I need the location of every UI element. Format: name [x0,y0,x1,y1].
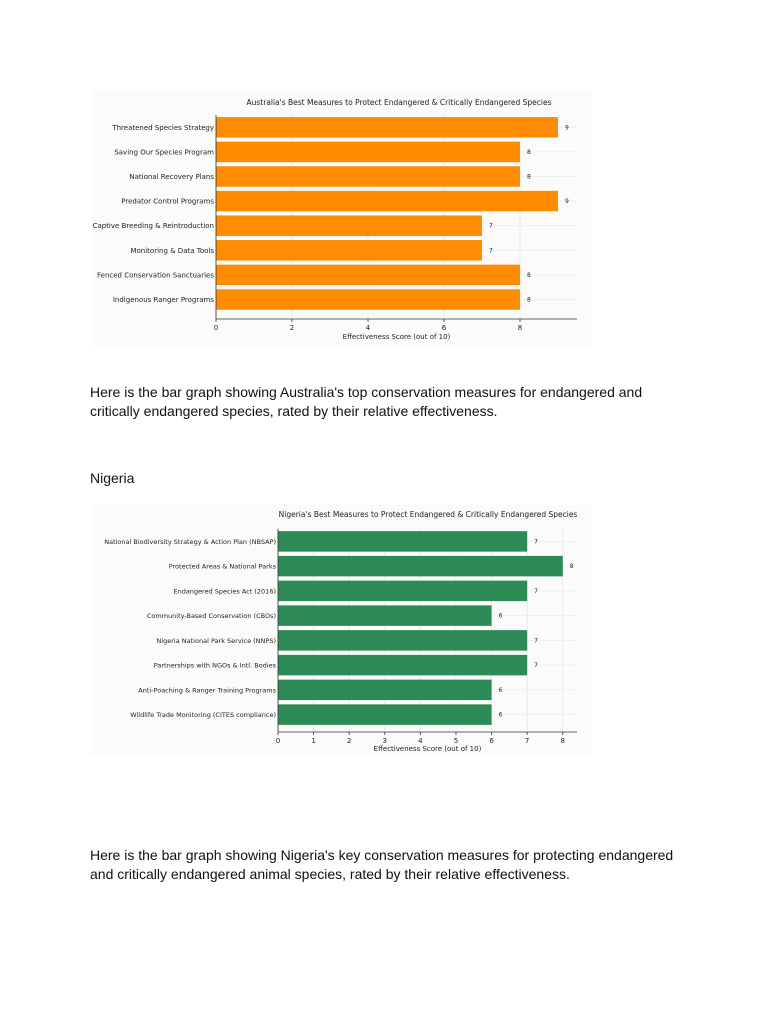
x-tick-label: 2 [290,324,294,332]
bar [278,679,492,701]
category-label: Anti-Poaching & Ranger Training Programs [138,686,276,694]
category-label: National Recovery Plans [129,173,214,181]
bar [216,190,558,212]
data-label: 7 [534,662,538,669]
x-axis-label: Effectiveness Score (out of 10) [343,333,451,341]
bar [216,117,558,138]
data-label: 8 [527,149,531,156]
bar [278,654,528,676]
bar [278,531,528,552]
bar [216,240,482,261]
bar [216,264,520,286]
chart-title: Nigeria's Best Measures to Protect Endan… [279,510,578,519]
data-label: 9 [565,198,569,205]
data-label: 8 [527,174,531,181]
category-label: Partnerships with NGOs & Intl. Bodies [154,662,277,670]
bar [278,555,563,577]
nigeria-chart-svg: Nigeria's Best Measures to Protect Endan… [104,510,578,753]
australia-chart-svg: Australia's Best Measures to Protect End… [93,98,577,341]
data-label: 6 [499,712,503,719]
category-label: Monitoring & Data Tools [130,247,214,255]
category-label: National Biodiversity Strategy & Action … [104,538,276,546]
bar [216,215,482,236]
x-tick-label: 4 [366,324,371,332]
category-label: Captive Breeding & Reintroduction [93,222,214,230]
data-label: 8 [570,563,574,570]
x-tick-label: 8 [561,737,565,745]
data-label: 8 [527,297,531,304]
bar [278,605,492,626]
category-label: Nigeria National Park Service (NNPS) [156,637,276,645]
bar [278,704,492,725]
category-label: Endangered Species Act (2016) [173,587,276,595]
x-tick-label: 5 [454,737,458,745]
chart-title: Australia's Best Measures to Protect End… [246,98,551,107]
bar [216,289,520,310]
category-label: Saving Our Species Program [114,148,214,156]
data-label: 7 [489,223,493,230]
nigeria-heading: Nigeria [90,470,135,486]
x-tick-label: 6 [442,324,447,332]
bar [278,580,528,602]
data-label: 7 [534,588,538,595]
x-tick-label: 3 [383,737,387,745]
data-label: 7 [534,637,538,644]
data-label: 8 [527,272,531,279]
bar [216,166,520,187]
category-label: Fenced Conservation Sanctuaries [97,271,214,279]
data-label: 6 [499,687,503,694]
category-label: Indigenous Ranger Programs [113,296,214,304]
x-axis-label: Effectiveness Score (out of 10) [374,745,482,753]
category-label: Community-Based Conservation (CBOs) [147,612,276,620]
category-label: Protected Areas & National Parks [169,563,277,571]
x-tick-label: 2 [347,737,351,745]
x-tick-label: 1 [311,737,315,745]
australia-bar-chart: Australia's Best Measures to Protect End… [91,90,591,346]
nigeria-description: Here is the bar graph showing Nigeria's … [90,847,674,882]
bar [216,141,520,163]
x-tick-label: 4 [418,737,423,745]
australia-description: Here is the bar graph showing Australia'… [90,384,643,419]
x-tick-label: 0 [214,324,218,332]
nigeria-bar-chart: Nigeria's Best Measures to Protect Endan… [91,505,591,755]
x-tick-label: 0 [276,737,280,745]
bar [278,630,528,651]
category-label: Threatened Species Strategy [111,124,214,132]
category-label: Wildlife Trade Monitoring (CITES complia… [130,711,276,719]
data-label: 7 [489,247,493,254]
x-tick-label: 8 [518,324,522,332]
data-label: 6 [499,613,503,620]
category-label: Predator Control Programs [121,198,214,206]
data-label: 9 [565,124,569,131]
x-tick-label: 7 [525,737,529,745]
x-tick-label: 6 [489,737,494,745]
data-label: 7 [534,538,538,545]
